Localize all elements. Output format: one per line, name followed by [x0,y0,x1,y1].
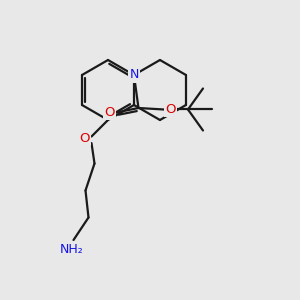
Text: NH₂: NH₂ [60,243,84,256]
Text: N: N [129,68,139,82]
Text: O: O [80,131,90,145]
Text: O: O [165,103,176,116]
Text: O: O [104,106,115,119]
